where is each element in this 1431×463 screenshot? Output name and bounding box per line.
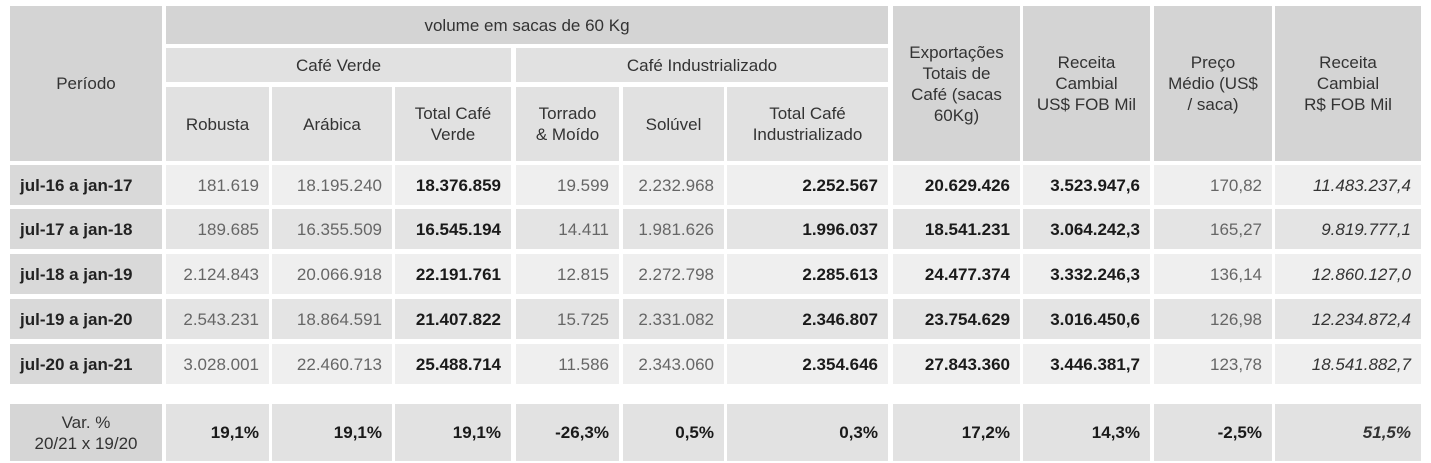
cell-torrado: 14.411 [516,209,619,249]
cell-arabica: 16.355.509 [272,209,392,249]
cell-torrado: 12.815 [516,254,619,294]
cell-exportacoes: 20.629.426 [893,165,1020,205]
variation-robusta: 19,1% [166,404,269,461]
cell-receita-usd: 3.446.381,7 [1023,344,1150,384]
row-period-label: jul-16 a jan-17 [10,165,162,205]
cell-total-ind: 2.285.613 [727,254,888,294]
cell-receita-brl: 12.860.127,0 [1275,254,1421,294]
cell-robusta: 2.543.231 [166,299,269,339]
cell-total-verde: 22.191.761 [395,254,511,294]
column-header-total-verde: Total Café Verde [395,87,511,161]
variation-label: Var. % 20/21 x 19/20 [10,404,162,461]
cell-total-verde: 25.488.714 [395,344,511,384]
cell-robusta: 3.028.001 [166,344,269,384]
variation-soluvel: 0,5% [623,404,724,461]
column-header-exportacoes: Exportações Totais de Café (sacas 60Kg) [893,6,1020,161]
cell-receita-usd: 3.064.242,3 [1023,209,1150,249]
cell-preco: 123,78 [1154,344,1272,384]
column-header-arabica: Arábica [272,87,392,161]
cell-receita-brl: 12.234.872,4 [1275,299,1421,339]
column-header-robusta: Robusta [166,87,269,161]
cell-receita-usd: 3.332.246,3 [1023,254,1150,294]
variation-receita-usd: 14,3% [1023,404,1150,461]
variation-preco: -2,5% [1154,404,1272,461]
cell-preco: 126,98 [1154,299,1272,339]
row-period-label: jul-17 a jan-18 [10,209,162,249]
cell-soluvel: 2.272.798 [623,254,724,294]
cell-robusta: 181.619 [166,165,269,205]
cell-soluvel: 2.343.060 [623,344,724,384]
row-period-label: jul-20 a jan-21 [10,344,162,384]
column-header-torrado: Torrado & Moído [516,87,619,161]
cell-total-verde: 21.407.822 [395,299,511,339]
variation-arabica: 19,1% [272,404,392,461]
column-header-preco: Preço Médio (US$ / saca) [1154,6,1272,161]
cell-arabica: 18.864.591 [272,299,392,339]
cell-torrado: 11.586 [516,344,619,384]
cell-receita-brl: 9.819.777,1 [1275,209,1421,249]
cell-receita-brl: 11.483.237,4 [1275,165,1421,205]
periodo-header: Período [10,6,162,161]
cell-exportacoes: 24.477.374 [893,254,1020,294]
cell-exportacoes: 18.541.231 [893,209,1020,249]
cell-total-verde: 16.545.194 [395,209,511,249]
cell-arabica: 22.460.713 [272,344,392,384]
cell-robusta: 2.124.843 [166,254,269,294]
cell-total-ind: 1.996.037 [727,209,888,249]
cell-receita-usd: 3.523.947,6 [1023,165,1150,205]
cell-preco: 165,27 [1154,209,1272,249]
cell-torrado: 15.725 [516,299,619,339]
volume-group-header: volume em sacas de 60 Kg [166,6,888,44]
cell-soluvel: 2.331.082 [623,299,724,339]
cafe-verde-header: Café Verde [166,48,511,82]
cell-total-ind: 2.354.646 [727,344,888,384]
variation-receita-brl: 51,5% [1275,404,1421,461]
row-period-label: jul-18 a jan-19 [10,254,162,294]
variation-exportacoes: 17,2% [893,404,1020,461]
cell-exportacoes: 23.754.629 [893,299,1020,339]
column-header-total-ind: Total Café Industrializado [727,87,888,161]
cell-receita-brl: 18.541.882,7 [1275,344,1421,384]
variation-torrado: -26,3% [516,404,619,461]
column-header-soluvel: Solúvel [623,87,724,161]
cell-preco: 136,14 [1154,254,1272,294]
cell-exportacoes: 27.843.360 [893,344,1020,384]
variation-total-verde: 19,1% [395,404,511,461]
row-period-label: jul-19 a jan-20 [10,299,162,339]
cell-total-ind: 2.346.807 [727,299,888,339]
cell-arabica: 20.066.918 [272,254,392,294]
cell-total-verde: 18.376.859 [395,165,511,205]
cell-preco: 170,82 [1154,165,1272,205]
column-header-receita-usd: Receita Cambial US$ FOB Mil [1023,6,1150,161]
cell-receita-usd: 3.016.450,6 [1023,299,1150,339]
column-header-receita-brl: Receita Cambial R$ FOB Mil [1275,6,1421,161]
cell-total-ind: 2.252.567 [727,165,888,205]
cell-arabica: 18.195.240 [272,165,392,205]
cell-soluvel: 1.981.626 [623,209,724,249]
cell-soluvel: 2.232.968 [623,165,724,205]
cell-torrado: 19.599 [516,165,619,205]
variation-total-ind: 0,3% [727,404,888,461]
cafe-industrializado-header: Café Industrializado [516,48,888,82]
cell-robusta: 189.685 [166,209,269,249]
